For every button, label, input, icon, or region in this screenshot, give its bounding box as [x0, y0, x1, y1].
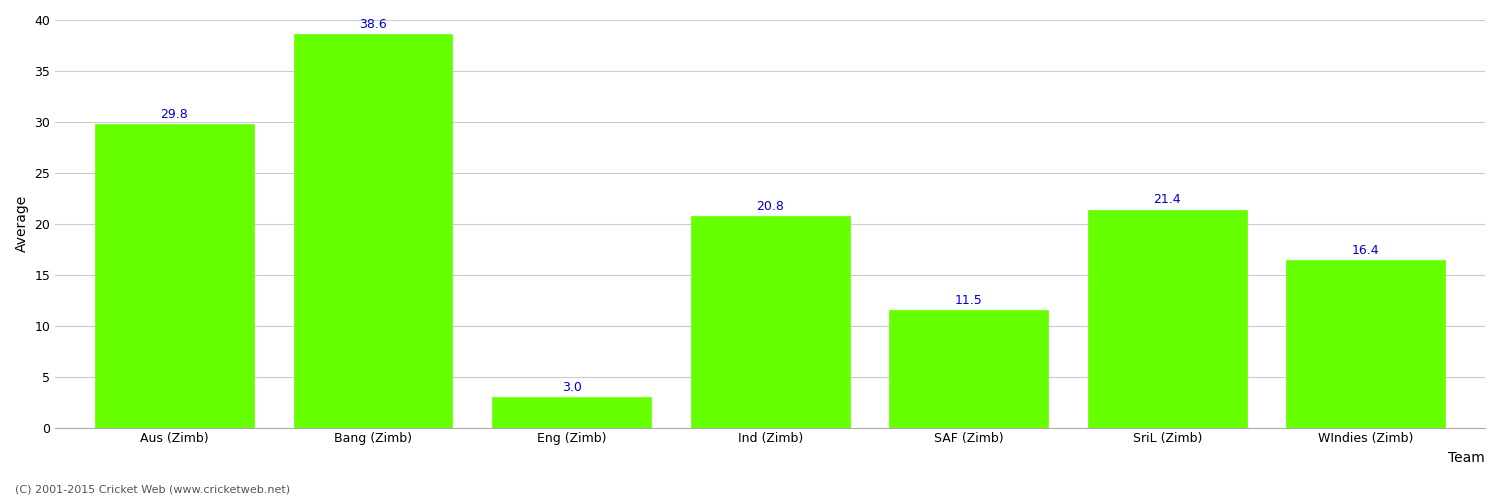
- Y-axis label: Average: Average: [15, 195, 28, 252]
- Text: 21.4: 21.4: [1154, 194, 1180, 206]
- Bar: [890, 310, 1048, 428]
- Bar: [294, 34, 453, 428]
- Bar: [690, 216, 849, 428]
- Text: 38.6: 38.6: [358, 18, 387, 31]
- Bar: [1088, 210, 1246, 428]
- Text: 29.8: 29.8: [160, 108, 189, 121]
- Text: (C) 2001-2015 Cricket Web (www.cricketweb.net): (C) 2001-2015 Cricket Web (www.cricketwe…: [15, 485, 290, 495]
- Text: 20.8: 20.8: [756, 200, 784, 212]
- Text: 16.4: 16.4: [1352, 244, 1380, 258]
- Text: 3.0: 3.0: [561, 381, 582, 394]
- Bar: [492, 397, 651, 428]
- X-axis label: Team: Team: [1448, 451, 1485, 465]
- Bar: [94, 124, 254, 428]
- Bar: [1287, 260, 1446, 428]
- Text: 11.5: 11.5: [956, 294, 982, 308]
